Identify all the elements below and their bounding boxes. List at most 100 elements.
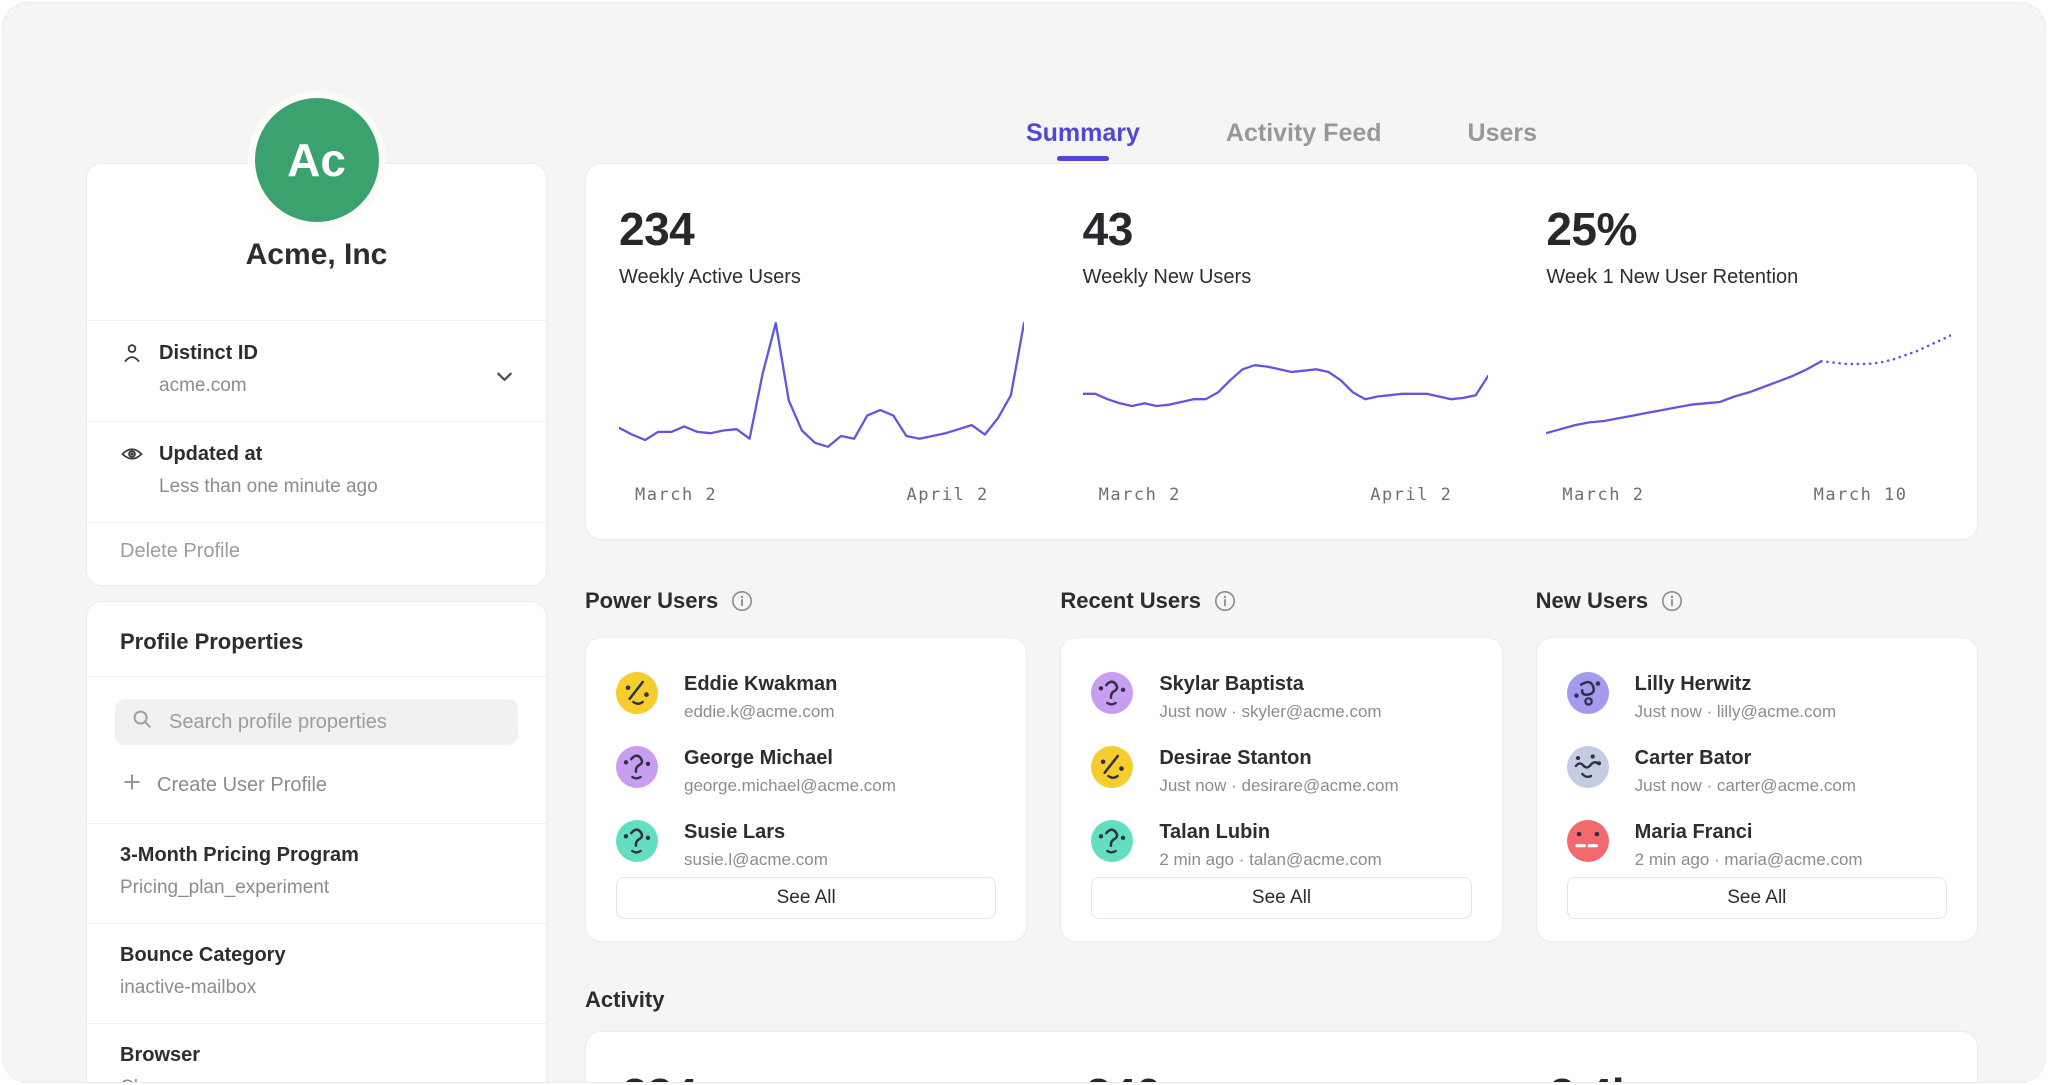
user-detail: Just now · carter@acme.com (1635, 776, 1856, 796)
eye-icon (120, 442, 144, 466)
user-list-item-carter-bator[interactable]: Carter BatorJust now · carter@acme.com (1567, 746, 1947, 796)
search-icon (131, 708, 154, 736)
user-list-item-maria-franci[interactable]: Maria Franci2 min ago · maria@acme.com (1567, 820, 1947, 870)
person-icon (120, 341, 144, 365)
property-label: Browser (120, 1044, 513, 1067)
avatar-initials: Ac (287, 133, 346, 187)
user-text: Lilly HerwitzJust now · lilly@acme.com (1635, 672, 1836, 722)
x-axis-start-label: March 2 (635, 485, 717, 505)
user-name: Susie Lars (684, 820, 828, 844)
x-axis-labels: March 2 April 2 (1083, 485, 1488, 509)
user-list-item-talan-lubin[interactable]: Talan Lubin2 min ago · talan@acme.com (1091, 820, 1471, 870)
user-detail: Just now · skyler@acme.com (1159, 702, 1381, 722)
info-row-label: Updated at (159, 443, 262, 466)
property-item-bounce-category[interactable]: Bounce Category inactive-mailbox (87, 923, 546, 1023)
user-sections: Power Users Eddie Kwakman eddie.k@acme.com… (585, 583, 1978, 942)
user-list-card: Skylar Baptista Just now · skyler@acme.co… (1060, 637, 1502, 942)
see-all-button[interactable]: See All (1567, 877, 1947, 919)
face-squiggle-icon (1091, 820, 1133, 862)
user-text: George Michaelgeorge.michael@acme.com (684, 746, 896, 796)
user-list-item-george-michael[interactable]: George Michaelgeorge.michael@acme.com (616, 746, 996, 796)
section-header: Power Users (585, 583, 1027, 619)
delete-profile-button[interactable]: Delete Profile (87, 522, 546, 585)
search-input[interactable] (167, 710, 502, 735)
property-label: Bounce Category (120, 944, 513, 967)
x-axis-start-label: March 2 (1099, 485, 1181, 505)
user-text: Carter BatorJust now · carter@acme.com (1635, 746, 1856, 796)
user-detail: Just now · desirare@acme.com (1159, 776, 1398, 796)
user-list-item-eddie-kwakman[interactable]: Eddie Kwakman eddie.k@acme.com (616, 672, 996, 722)
activity-stat-value: 234 (586, 1072, 1050, 1083)
x-axis-labels: March 2March 10 (1546, 485, 1951, 509)
property-label: 3-Month Pricing Program (120, 844, 513, 867)
see-all-button[interactable]: See All (1091, 877, 1471, 919)
see-all-button[interactable]: See All (616, 877, 996, 919)
user-list-item-desirae-stanton[interactable]: Desirae Stanton Just now · desirare@acme.… (1091, 746, 1471, 796)
sparkline-weekly-active-users (619, 311, 1024, 461)
info-icon[interactable] (731, 590, 753, 612)
user-section-power-users: Power Users Eddie Kwakman eddie.k@acme.com… (585, 583, 1027, 942)
user-list-card: Lilly HerwitzJust now · lilly@acme.com Ca… (1536, 637, 1978, 942)
search-profile-properties[interactable] (115, 699, 518, 745)
user-text: Skylar Baptista Just now · skyler@acme.co… (1159, 672, 1381, 722)
info-icon[interactable] (1661, 590, 1683, 612)
activity-section-title: Activity (585, 987, 664, 1013)
user-name: Desirae Stanton (1159, 746, 1398, 770)
property-item-browser[interactable]: BrowserChrome (87, 1023, 546, 1083)
series-daily-active-users (619, 323, 1024, 447)
company-avatar: Ac (248, 91, 386, 229)
user-text: Eddie Kwakman eddie.k@acme.com (684, 672, 837, 722)
profile-info-row-distinct-id: Distinct IDacme.com (87, 320, 546, 421)
sparkline-week-1-new-user-retention (1546, 311, 1951, 461)
user-section-recent-users: Recent Users Skylar Baptista Just now · sk… (1060, 583, 1502, 942)
user-section-new-users: New Users Lilly HerwitzJust now · lilly@a… (1536, 583, 1978, 942)
tab-bar: Summary Activity Feed Users (585, 119, 1978, 148)
tab-label: Users (1468, 119, 1538, 147)
plus-icon (121, 771, 143, 799)
tab-label: Activity Feed (1226, 119, 1382, 147)
chevron-down-icon[interactable] (491, 363, 518, 393)
x-axis-labels: March 2 April 2 (619, 485, 1024, 509)
app-window: Ac Acme, Inc Distinct IDacme.comUpdated … (2, 2, 2046, 1083)
x-axis-end-label: April 2 (1370, 485, 1452, 505)
profile-properties-card: Profile Properties Create User Profile 3… (86, 601, 547, 1083)
face-wave-icon (1567, 746, 1609, 788)
info-row-value: Less than one minute ago (159, 476, 513, 498)
info-row-labelline: Distinct ID (120, 341, 513, 365)
tab-activity-feed[interactable]: Activity Feed (1226, 119, 1382, 148)
property-value: Pricing_plan_experiment (120, 877, 513, 899)
tab-summary[interactable]: Summary (1026, 119, 1140, 148)
series-retention-actual (1546, 361, 1821, 433)
user-name: Skylar Baptista (1159, 672, 1381, 696)
user-name: Eddie Kwakman (684, 672, 837, 696)
section-header: New Users (1536, 583, 1978, 619)
stat-column-week-1-new-user-retention: 25%Week 1 New User RetentionMarch 2March… (1513, 198, 1977, 539)
profile-properties-title: Profile Properties (87, 602, 546, 676)
user-list-item-skylar-baptista[interactable]: Skylar Baptista Just now · skyler@acme.co… (1091, 672, 1471, 722)
user-list-item-susie-lars[interactable]: Susie Larssusie.l@acme.com (616, 820, 996, 870)
user-detail: eddie.k@acme.com (684, 702, 837, 722)
tab-users[interactable]: Users (1468, 119, 1538, 148)
face-deadpan-icon (1567, 820, 1609, 862)
create-user-profile-button[interactable]: Create User Profile (121, 771, 327, 799)
face-squiggle-icon (616, 820, 658, 862)
user-list-item-lilly-herwitz[interactable]: Lilly HerwitzJust now · lilly@acme.com (1567, 672, 1947, 722)
stat-label: Weekly Active Users (619, 266, 1050, 289)
stat-column-weekly-new-users: 43Weekly New UsersMarch 2April 2 (1050, 198, 1514, 539)
summary-stats-card: 234Weekly Active UsersMarch 2April 243We… (585, 163, 1978, 540)
user-name: George Michael (684, 746, 896, 770)
sparkline-weekly-new-users (1083, 311, 1488, 461)
property-item-3-month-pricing-program[interactable]: 3-Month Pricing Program Pricing_plan_expe… (87, 823, 546, 923)
section-title: New Users (1536, 588, 1649, 614)
face-slash-icon (1091, 746, 1133, 788)
x-axis-end-label: April 2 (907, 485, 989, 505)
tab-label: Summary (1026, 119, 1140, 147)
info-icon[interactable] (1214, 590, 1236, 612)
stat-column-weekly-active-users: 234Weekly Active UsersMarch 2April 2 (586, 198, 1050, 539)
x-axis-start-label: March 2 (1562, 485, 1644, 505)
section-header: Recent Users (1060, 583, 1502, 619)
activity-stat-value: 240 (1050, 1072, 1514, 1083)
property-value: inactive-mailbox (120, 977, 513, 999)
profile-info-row-updated-at: Updated at Less than one minute ago (87, 421, 546, 522)
series-retention-projection (1822, 335, 1952, 364)
